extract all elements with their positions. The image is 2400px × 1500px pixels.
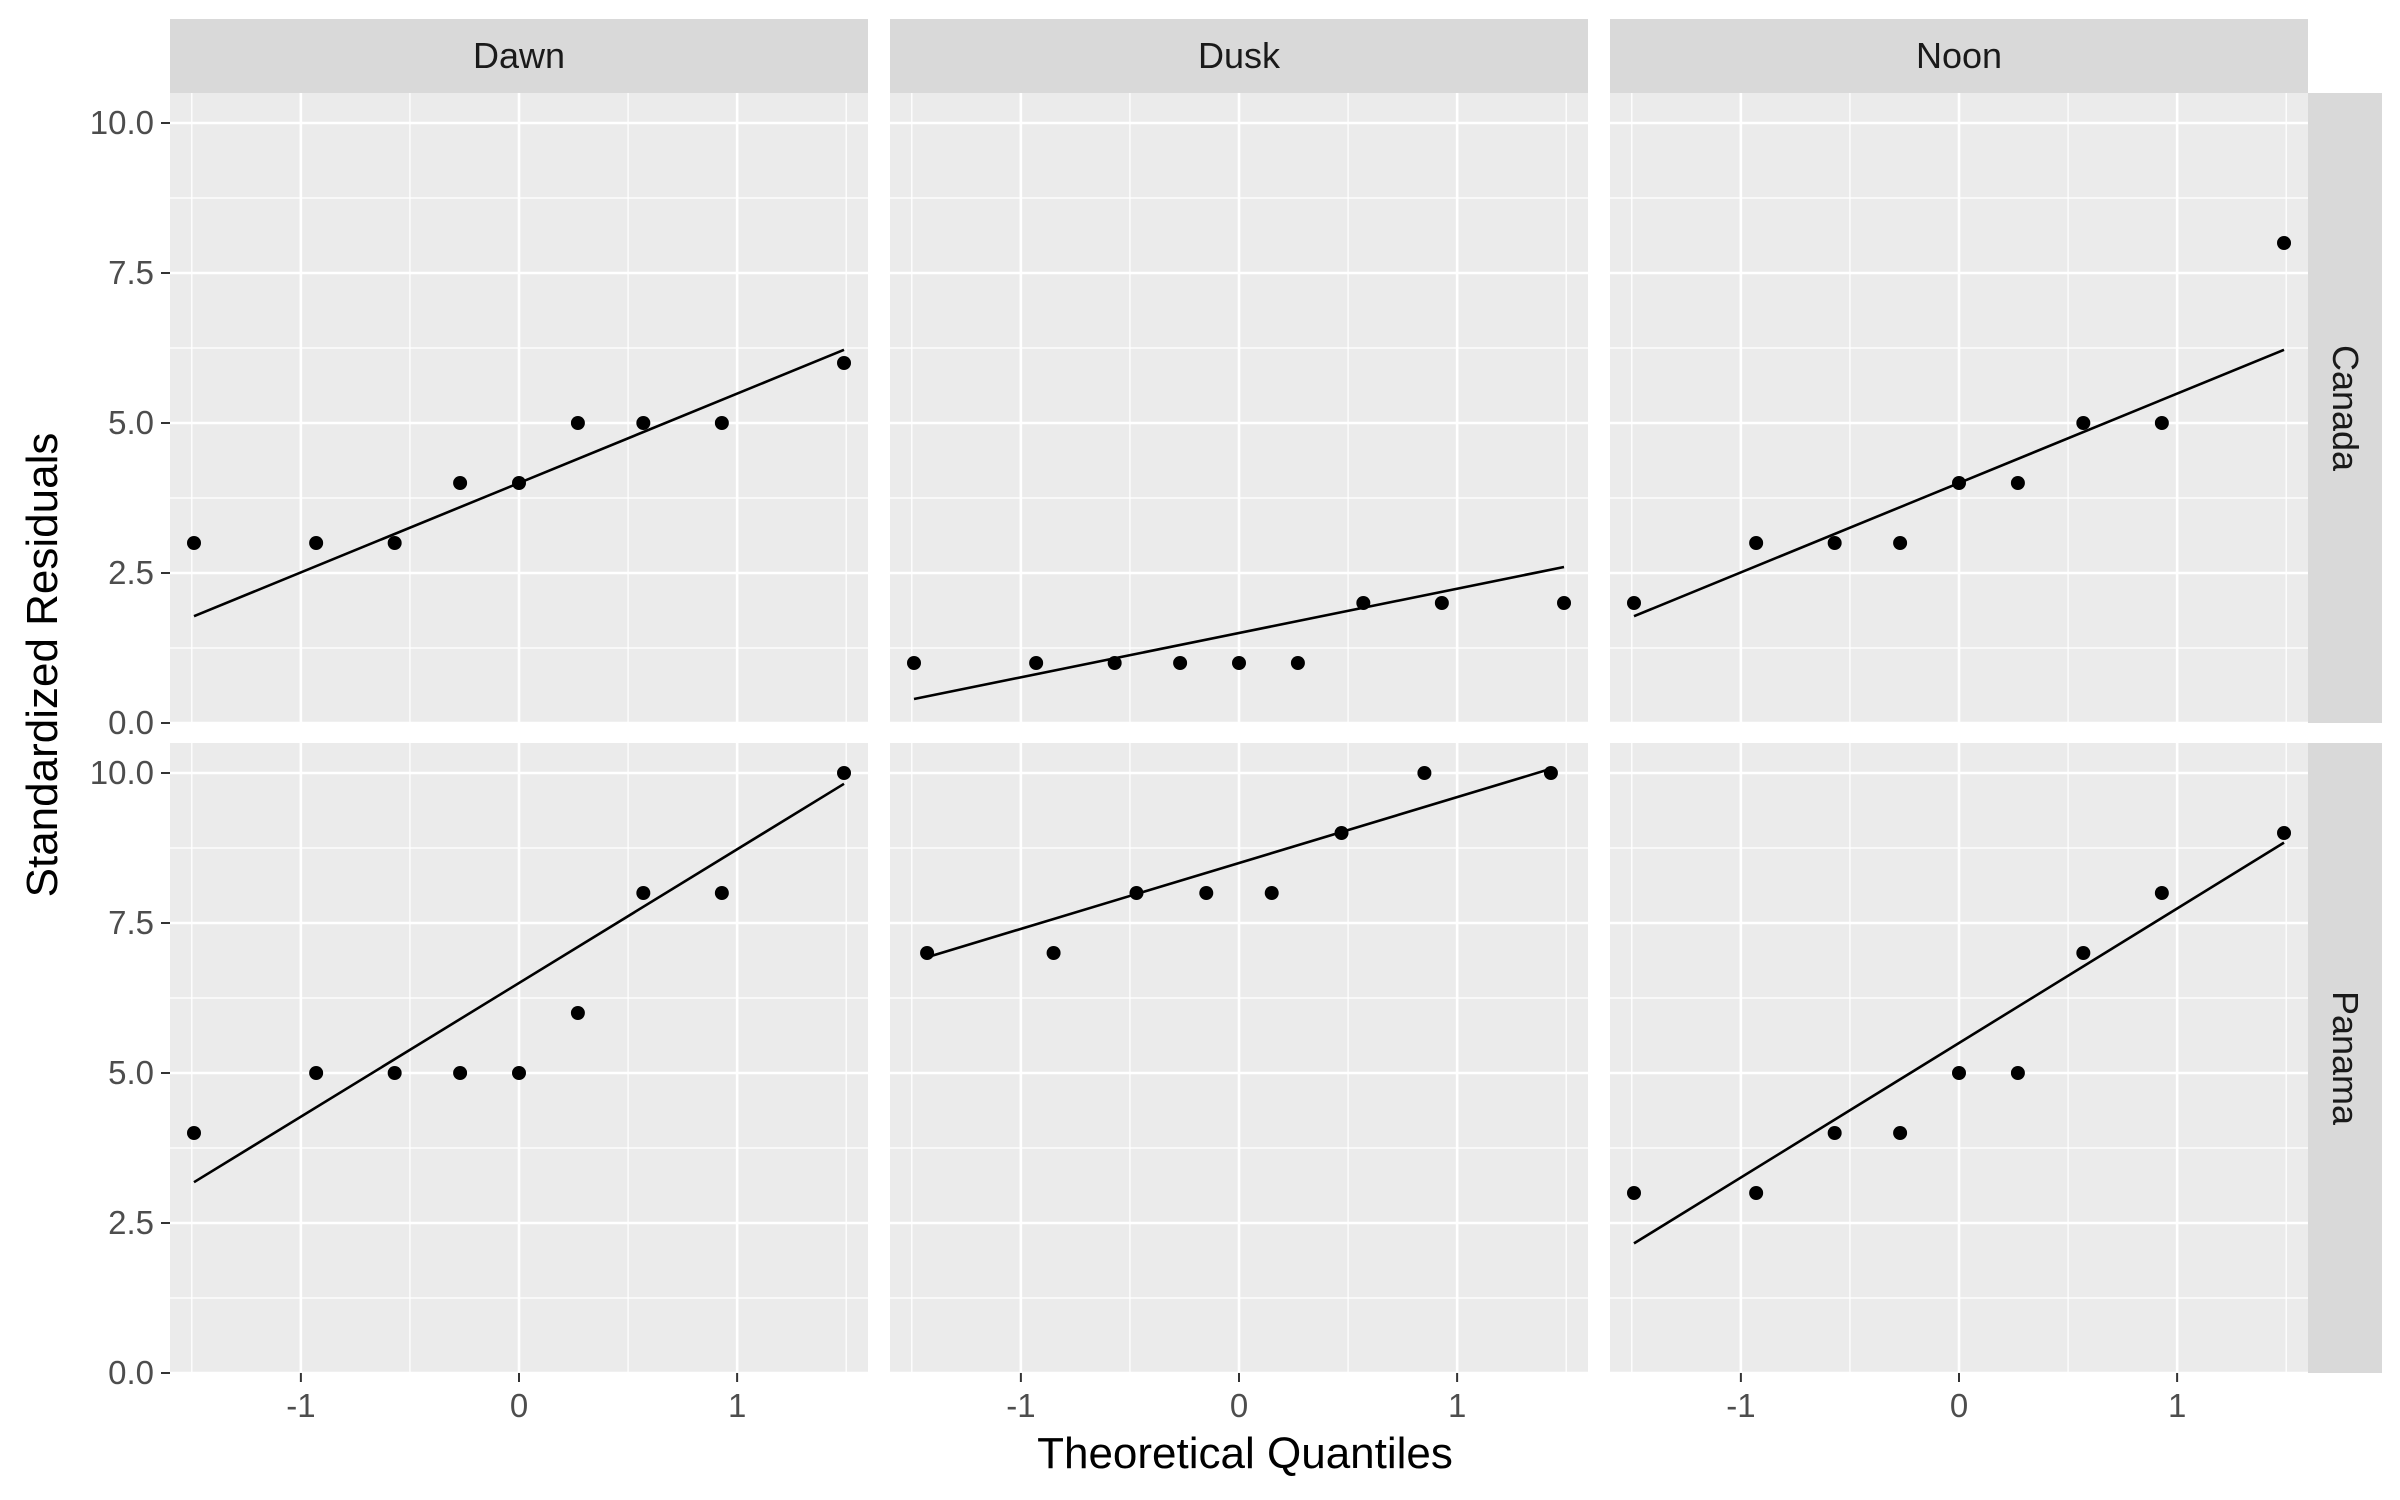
- data-point: [714, 886, 729, 900]
- data-point: [1557, 596, 1572, 610]
- y-tick-label: 5.0: [108, 404, 154, 441]
- y-tick-label: 7.5: [108, 254, 154, 291]
- panel-layer: [170, 93, 2308, 1375]
- x-tick-label: -1: [286, 1387, 315, 1424]
- y-tick-label: 2.5: [108, 1204, 154, 1241]
- data-point: [570, 416, 585, 430]
- data-point: [1029, 656, 1044, 670]
- strip-label-noon: Noon: [1916, 35, 2002, 76]
- data-point: [186, 1126, 201, 1140]
- y-tick-label: 10.0: [90, 104, 154, 141]
- x-tick-label: 0: [510, 1387, 528, 1424]
- qq-line: [913, 565, 1565, 701]
- data-point: [1129, 886, 1144, 900]
- data-point: [636, 886, 651, 900]
- data-point: [906, 656, 921, 670]
- panel-noon-canada: [1610, 93, 2308, 725]
- data-point: [453, 476, 468, 490]
- data-point: [309, 1066, 324, 1080]
- data-point: [2010, 476, 2025, 490]
- x-tick-label: -1: [1726, 1387, 1755, 1424]
- qq-line: [193, 782, 845, 1184]
- qq-line: [926, 767, 1552, 959]
- y-tick-label: 0.0: [108, 704, 154, 741]
- data-point: [1173, 656, 1188, 670]
- data-point: [2010, 1066, 2025, 1080]
- data-point: [2277, 826, 2292, 840]
- data-point: [837, 356, 852, 370]
- panel-dawn-canada: [170, 93, 868, 725]
- data-point: [387, 536, 402, 550]
- data-point: [636, 416, 651, 430]
- data-point: [1952, 1066, 1966, 1080]
- data-point: [2076, 416, 2091, 430]
- data-point: [1827, 1126, 1842, 1140]
- x-tick-label: 1: [728, 1387, 746, 1424]
- strip-label-canada: Canada: [2325, 345, 2366, 472]
- data-point: [1749, 1186, 1764, 1200]
- data-point: [1356, 596, 1371, 610]
- data-point: [1199, 886, 1214, 900]
- data-point: [2277, 236, 2292, 250]
- data-point: [1626, 596, 1641, 610]
- x-tick-label: 1: [1448, 1387, 1466, 1424]
- data-point: [1626, 1186, 1641, 1200]
- data-point: [512, 1066, 526, 1080]
- strip-layer: Dawn Dusk Noon Canada Panama: [170, 19, 2382, 1373]
- strip-label-dusk: Dusk: [1198, 35, 1281, 76]
- x-tick-label: -1: [1006, 1387, 1035, 1424]
- data-point: [1417, 766, 1432, 780]
- data-point: [1046, 946, 1061, 960]
- x-tick-label: 1: [2168, 1387, 2186, 1424]
- y-tick-label: 0.0: [108, 1354, 154, 1391]
- strip-background-canada: [2308, 93, 2382, 723]
- data-point: [2154, 886, 2169, 900]
- panel-dawn-panama: [170, 743, 868, 1375]
- data-point: [570, 1006, 585, 1020]
- data-point: [2076, 946, 2091, 960]
- strip-background-dawn: [170, 19, 868, 93]
- data-point: [387, 1066, 402, 1080]
- x-tick-label: 0: [1230, 1387, 1248, 1424]
- data-point: [1290, 656, 1305, 670]
- strip-background-panama: [2308, 743, 2382, 1373]
- data-point: [837, 766, 852, 780]
- y-tick-label: 5.0: [108, 1054, 154, 1091]
- data-point: [1232, 656, 1246, 670]
- strip-background-dusk: [890, 19, 1588, 93]
- x-axis-title: Theoretical Quantiles: [1037, 1429, 1453, 1478]
- data-point: [1952, 476, 1966, 490]
- y-axis-title: Standardized Residuals: [18, 433, 67, 898]
- data-point: [186, 536, 201, 550]
- data-point: [1434, 596, 1449, 610]
- y-tick-label: 10.0: [90, 754, 154, 791]
- data-point: [1893, 1126, 1908, 1140]
- data-point: [2154, 416, 2169, 430]
- data-point: [714, 416, 729, 430]
- y-tick-label: 2.5: [108, 554, 154, 591]
- data-point: [1107, 656, 1122, 670]
- data-point: [1893, 536, 1908, 550]
- axis-layer: 0.0 2.5 5.0 7.5 10.0 0.0 2.5 5.0 7.5 10.0 -1 0 1 -1 0 1…: [90, 104, 2187, 1424]
- data-point: [453, 1066, 468, 1080]
- x-tick-label: 0: [1950, 1387, 1968, 1424]
- qq-line: [1633, 841, 2285, 1245]
- data-point: [309, 536, 324, 550]
- y-tick-label: 7.5: [108, 904, 154, 941]
- panel-dusk-panama: [890, 743, 1588, 1375]
- data-point: [1264, 886, 1279, 900]
- data-point: [1334, 826, 1349, 840]
- strip-label-panama: Panama: [2325, 991, 2366, 1126]
- data-point: [1827, 536, 1842, 550]
- data-point: [1543, 766, 1558, 780]
- panel-noon-panama: [1610, 743, 2308, 1375]
- panel-dusk-canada: [890, 93, 1588, 725]
- data-point: [512, 476, 526, 490]
- strip-background-noon: [1610, 19, 2308, 93]
- data-point: [1749, 536, 1764, 550]
- strip-label-dawn: Dawn: [473, 35, 565, 76]
- data-point: [920, 946, 935, 960]
